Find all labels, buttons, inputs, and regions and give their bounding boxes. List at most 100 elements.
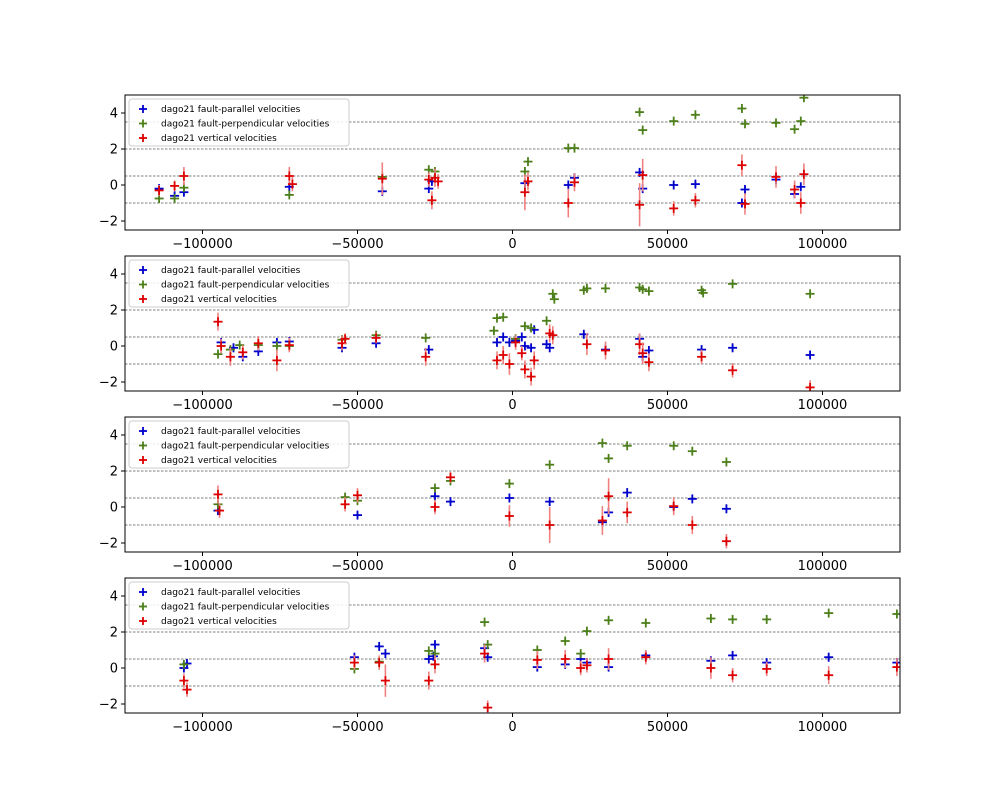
data-point-series-3 xyxy=(371,332,381,344)
data-point-series-2 xyxy=(796,116,806,126)
data-point-series-3 xyxy=(380,664,390,697)
data-point-series-2 xyxy=(728,279,738,289)
data-point-series-3 xyxy=(154,185,164,196)
x-tick-label: 0 xyxy=(508,559,516,574)
y-tick-label: −2 xyxy=(99,376,118,391)
legend-label: dago21 fault-perpendicular velocities xyxy=(161,442,330,452)
data-point-series-2 xyxy=(604,615,614,625)
data-point-series-3 xyxy=(641,650,651,665)
data-point-series-2 xyxy=(690,110,700,120)
data-point-series-2 xyxy=(721,457,731,467)
data-point-series-3 xyxy=(638,342,648,364)
data-point-series-3 xyxy=(424,671,434,690)
y-tick-label: 2 xyxy=(110,304,118,319)
data-point-series-3 xyxy=(601,341,610,360)
data-point-series-3 xyxy=(430,499,440,515)
data-point-series-3 xyxy=(179,167,189,185)
data-point-series-3 xyxy=(604,648,614,670)
data-point-series-1 xyxy=(669,180,679,190)
data-point-series-2 xyxy=(542,316,552,326)
data-point-series-3 xyxy=(284,337,294,353)
data-point-series-3 xyxy=(424,172,434,187)
legend-entry: dago21 vertical velocities xyxy=(139,134,277,144)
y-tick-label: 2 xyxy=(110,143,118,158)
x-tick-label: 50000 xyxy=(647,559,688,574)
data-point-series-3 xyxy=(483,700,493,713)
legend-label: dago21 fault-perpendicular velocities xyxy=(161,281,330,291)
data-point-series-1 xyxy=(824,652,834,662)
data-point-series-3 xyxy=(520,360,530,379)
data-point-series-1 xyxy=(545,343,555,353)
x-tick-label: 0 xyxy=(508,398,516,413)
data-point-series-3 xyxy=(824,666,834,685)
data-point-series-1 xyxy=(492,337,502,347)
data-point-series-3 xyxy=(706,657,716,679)
data-point-series-2 xyxy=(489,326,499,336)
y-tick-label: 4 xyxy=(110,107,118,122)
legend: dago21 fault-parallel velocities dago21 f… xyxy=(128,259,350,308)
data-point-series-1 xyxy=(690,179,700,189)
y-tick-label: −2 xyxy=(99,698,118,713)
data-point-series-2 xyxy=(597,438,607,448)
data-point-series-2 xyxy=(548,289,558,299)
data-point-series-3 xyxy=(532,650,542,669)
x-tick-label: 50000 xyxy=(647,398,688,413)
data-point-series-2 xyxy=(520,321,530,331)
data-point-series-3 xyxy=(638,158,648,192)
data-point-series-2 xyxy=(644,286,654,296)
data-point-series-2 xyxy=(549,294,559,304)
data-point-series-1 xyxy=(446,497,455,507)
data-point-series-2 xyxy=(179,659,189,669)
legend-entry: dago21 vertical velocities xyxy=(139,617,277,627)
legend: dago21 fault-parallel velocities dago21 f… xyxy=(128,420,350,469)
legend-label: dago21 vertical velocities xyxy=(161,295,277,305)
legend-label: dago21 fault-perpendicular velocities xyxy=(161,603,330,613)
legend-entry: dago21 fault-perpendicular velocities xyxy=(139,280,330,291)
legend-label: dago21 fault-perpendicular velocities xyxy=(161,120,330,130)
data-point-series-3 xyxy=(215,503,225,518)
data-point-series-3 xyxy=(492,351,502,370)
y-tick-label: 2 xyxy=(110,626,118,641)
data-point-series-3 xyxy=(560,650,570,668)
data-point-series-2 xyxy=(771,118,781,128)
legend-label: dago21 fault-parallel velocities xyxy=(161,427,301,437)
data-point-series-1 xyxy=(526,343,536,353)
data-point-series-2 xyxy=(762,614,772,624)
y-tick-label: 4 xyxy=(110,268,118,283)
legend-box xyxy=(128,581,350,630)
data-point-series-3 xyxy=(430,655,440,674)
data-point-series-3 xyxy=(253,336,263,351)
data-point-series-1 xyxy=(805,350,815,360)
y-tick-label: 0 xyxy=(110,662,118,677)
x-tick-label: 100000 xyxy=(798,720,848,735)
data-point-series-3 xyxy=(523,172,533,191)
data-point-series-3 xyxy=(597,506,607,535)
x-tick-label: −100000 xyxy=(172,237,233,252)
data-point-series-3 xyxy=(213,312,223,331)
data-point-series-3 xyxy=(635,183,645,227)
data-point-series-2 xyxy=(737,104,747,113)
x-tick-label: 0 xyxy=(508,237,516,252)
data-point-series-1 xyxy=(796,182,806,192)
data-point-series-2 xyxy=(582,283,592,293)
data-point-series-3 xyxy=(570,173,579,192)
data-point-series-2 xyxy=(545,460,555,470)
data-point-series-1 xyxy=(687,494,697,504)
y-tick-label: 4 xyxy=(110,590,118,605)
data-point-series-1 xyxy=(545,497,555,507)
data-point-series-2 xyxy=(635,107,645,117)
data-point-series-1 xyxy=(353,510,362,520)
y-tick-label: 0 xyxy=(110,179,118,194)
data-point-series-1 xyxy=(430,640,440,650)
data-point-series-1 xyxy=(622,488,632,498)
data-point-series-2 xyxy=(480,617,490,627)
data-point-series-3 xyxy=(622,501,632,524)
legend-label: dago21 vertical velocities xyxy=(161,456,277,466)
data-point-series-3 xyxy=(517,346,527,361)
data-point-series-3 xyxy=(287,176,297,192)
data-point-series-1 xyxy=(563,180,573,190)
data-point-series-2 xyxy=(560,636,570,646)
data-point-series-3 xyxy=(805,380,815,391)
data-point-series-3 xyxy=(349,655,359,670)
data-point-series-3 xyxy=(604,478,614,515)
